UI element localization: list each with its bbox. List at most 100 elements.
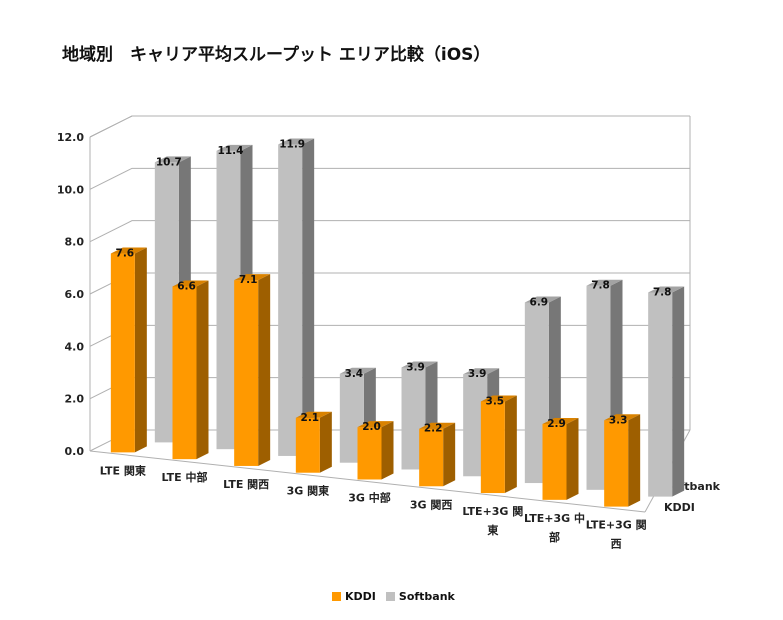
legend-swatch-softbank bbox=[385, 592, 395, 601]
data-label: 10.7 bbox=[156, 156, 182, 168]
x-tick-label: 3G 関東 bbox=[287, 484, 331, 498]
x-tick-label: 東 bbox=[487, 523, 499, 537]
bar-top bbox=[278, 138, 315, 145]
depth-axis-label: KDDI bbox=[664, 501, 695, 514]
bar-kddi-5: 2.2 bbox=[419, 422, 456, 487]
bar-kddi-8: 3.3 bbox=[604, 414, 641, 507]
y-tick-label: 12.0 bbox=[57, 131, 84, 144]
data-label: 3.4 bbox=[345, 368, 364, 380]
bar-side bbox=[302, 138, 315, 456]
y-tick-label: 8.0 bbox=[65, 236, 85, 249]
bar-top bbox=[357, 421, 394, 428]
data-label: 2.0 bbox=[362, 421, 381, 433]
bar-softbank-2: 11.9 bbox=[278, 138, 315, 456]
legend-label-softbank: Softbank bbox=[398, 590, 455, 603]
data-label: 3.5 bbox=[486, 395, 505, 407]
data-label: 7.8 bbox=[653, 287, 672, 299]
y-tick-label: 2.0 bbox=[65, 393, 85, 406]
data-label: 6.6 bbox=[177, 280, 196, 292]
bar-front bbox=[234, 280, 259, 466]
gridline bbox=[89, 167, 690, 190]
bar-front bbox=[604, 420, 629, 507]
bar-softbank-8: 7.8 bbox=[648, 286, 685, 497]
legend-item-kddi: KDDI bbox=[332, 590, 376, 603]
x-tick-label: LTE+3G 関 bbox=[586, 519, 647, 532]
x-tick-label: LTE 関西 bbox=[223, 478, 269, 491]
bar-front bbox=[110, 253, 135, 453]
bar-front bbox=[295, 417, 320, 473]
bar-top bbox=[419, 422, 456, 429]
bar-top bbox=[542, 417, 579, 424]
x-tick-label: LTE 中部 bbox=[161, 470, 207, 484]
bar-side bbox=[628, 414, 641, 507]
category-labels: LTE 関東 LTE 中部 LTE 関西 3G 関東 3G 中部 3G 関西 LTE+3G … bbox=[100, 463, 647, 550]
data-label: 3.3 bbox=[609, 414, 628, 426]
bar-kddi-1: 6.6 bbox=[172, 280, 209, 460]
axis-floor-front-edge bbox=[89, 450, 646, 513]
legend-item-softbank: Softbank bbox=[385, 590, 455, 603]
x-tick-label: LTE+3G 関 bbox=[462, 505, 523, 518]
bar-top bbox=[524, 296, 561, 303]
y-tick-label: 6.0 bbox=[65, 288, 85, 301]
x-tick-label: 3G 関西 bbox=[410, 498, 453, 511]
data-label: 3.9 bbox=[468, 368, 487, 380]
x-tick-label: 部 bbox=[549, 530, 560, 544]
bar-top bbox=[463, 368, 500, 375]
y-tick-label: 0.0 bbox=[65, 445, 85, 458]
bar-top bbox=[339, 367, 376, 374]
data-label: 2.9 bbox=[547, 418, 566, 430]
bar-top bbox=[172, 280, 209, 287]
y-tick-label: 10.0 bbox=[57, 183, 84, 196]
x-tick-label: 3G 中部 bbox=[348, 491, 391, 505]
bar-top bbox=[648, 286, 685, 293]
bar-front bbox=[419, 428, 444, 487]
bar-front bbox=[357, 427, 382, 480]
bar-top bbox=[401, 361, 438, 368]
bar-side bbox=[258, 274, 271, 466]
bar-top bbox=[234, 274, 271, 281]
chart-title: 地域別 キャリア平均スループット エリア比較（iOS） bbox=[62, 45, 491, 65]
legend-label-kddi: KDDI bbox=[345, 590, 376, 603]
bar-side bbox=[504, 395, 517, 494]
bar-top bbox=[216, 144, 253, 151]
data-label: 2.1 bbox=[301, 412, 320, 424]
bar-top bbox=[154, 156, 191, 163]
bar-top bbox=[586, 279, 623, 286]
bar-kddi-4: 2.0 bbox=[357, 421, 394, 480]
chart-legend: KDDI Softbank bbox=[332, 590, 455, 603]
bar-side bbox=[381, 421, 394, 480]
bar-top bbox=[480, 395, 517, 402]
bar-side bbox=[566, 417, 579, 500]
legend-swatch-kddi bbox=[332, 592, 341, 601]
data-label: 11.4 bbox=[218, 145, 244, 157]
data-label: 6.9 bbox=[530, 297, 549, 309]
data-label: 7.1 bbox=[239, 274, 258, 286]
bar-front bbox=[480, 401, 505, 494]
data-label: 3.9 bbox=[406, 361, 425, 373]
x-tick-label: LTE 関東 bbox=[100, 463, 147, 477]
bar-kddi-2: 7.1 bbox=[234, 274, 271, 466]
bar-front bbox=[172, 286, 197, 460]
bar-side bbox=[196, 280, 209, 460]
x-tick-label: 西 bbox=[611, 538, 622, 551]
bar-front bbox=[542, 423, 567, 500]
bar-side bbox=[319, 411, 332, 473]
data-label: 7.8 bbox=[591, 280, 610, 292]
bar-kddi-7: 2.9 bbox=[542, 417, 579, 500]
bar-side bbox=[134, 247, 147, 453]
bar-kddi-3: 2.1 bbox=[295, 411, 332, 473]
axis-top-left-edge bbox=[89, 115, 133, 138]
bar-side bbox=[672, 286, 685, 497]
bar-front bbox=[278, 144, 303, 456]
data-label: 7.6 bbox=[116, 248, 135, 260]
y-tick-label: 4.0 bbox=[65, 340, 85, 353]
bar-side bbox=[443, 422, 456, 487]
gridline bbox=[89, 115, 690, 138]
gridline bbox=[89, 220, 690, 243]
data-label: 2.2 bbox=[424, 423, 443, 435]
bar-top bbox=[604, 414, 641, 421]
bar-layer: 10.7 11.4 11.9 3.4 3.9 3.9 6.9 7.8 7.8 7.6 6.6 7.1 2… bbox=[110, 138, 685, 507]
x-tick-label: LTE+3G 中 bbox=[524, 511, 585, 525]
